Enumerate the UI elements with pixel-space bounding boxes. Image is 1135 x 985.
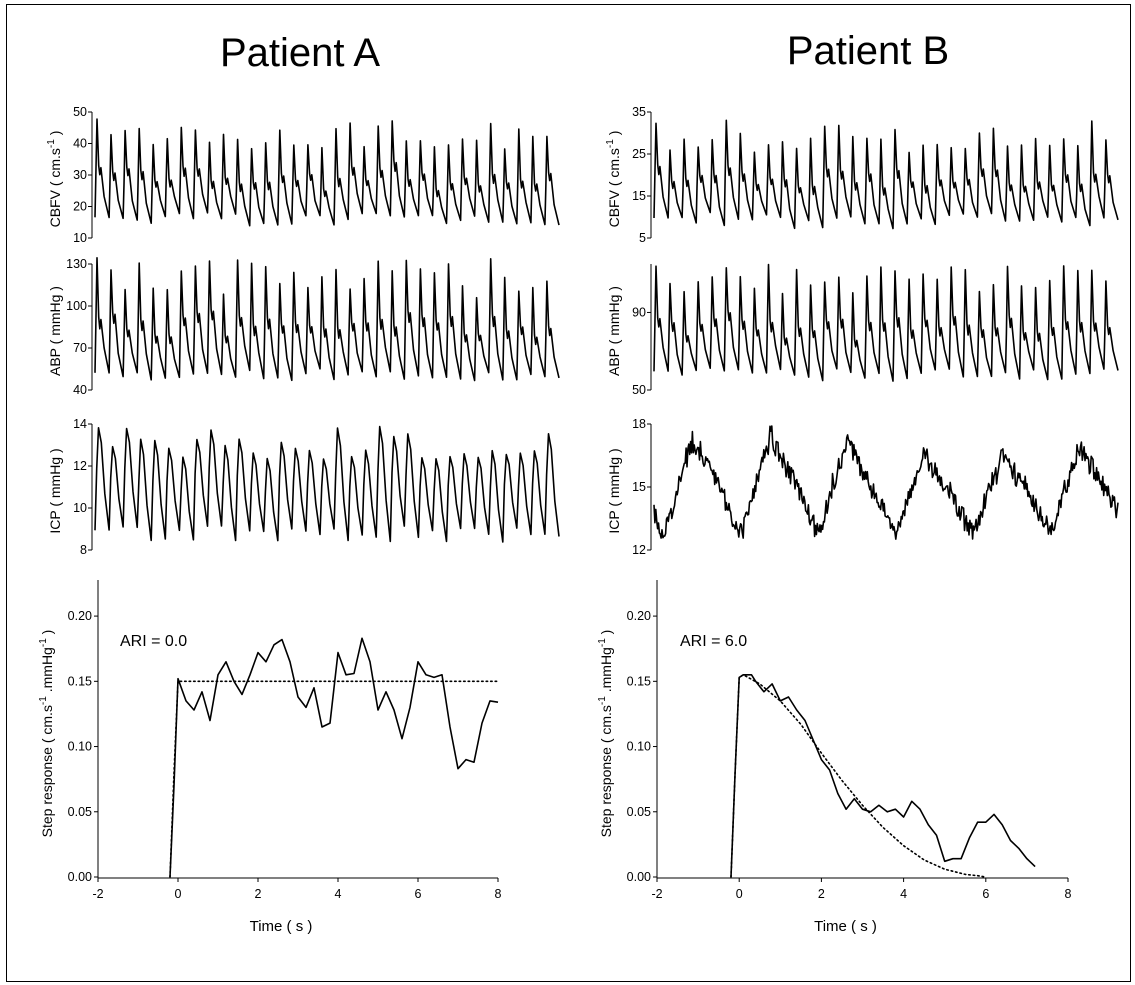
b-step-y-tick-label: 0.15	[627, 674, 651, 688]
b-step-response-line	[730, 674, 1036, 878]
b-icp-y-tick-label: 12	[632, 543, 646, 557]
b-step-x-label: Time ( s )	[814, 918, 877, 935]
a-abp-y-tick-label: 130	[66, 257, 87, 271]
a-step-y-label-part: .mmHg	[39, 647, 55, 692]
b-abp-y-label: ABP ( mmHg )	[606, 286, 622, 376]
patient-a-title: Patient A	[220, 31, 380, 75]
b-step-y-tick-label: 0.20	[627, 609, 651, 623]
b-step-y-label: Step response ( cm.s-1 .mmHg-1 )	[597, 630, 614, 838]
a-abp-y-label-part: ABP ( mmHg )	[47, 286, 63, 376]
b-step-y-label-part: )	[598, 630, 614, 635]
a-cbfv-y-tick-label: 40	[73, 137, 87, 151]
a-step-x-label: Time ( s )	[250, 918, 313, 935]
b-abp-y-tick-label: 90	[632, 305, 646, 319]
a-abp-y-tick-label: 100	[66, 299, 87, 313]
b-cbfv-y-tick-label: 5	[639, 231, 646, 245]
b-abp-panel: 50 90 ABP ( mmHg )	[606, 263, 1119, 397]
b-icp-waveform-line	[653, 425, 1119, 540]
a-icp-y-label: ICP ( mmHg )	[47, 448, 63, 533]
a-abp-waveform-line	[94, 257, 560, 382]
a-step-response-line	[169, 637, 499, 878]
b-abp-waveform-line	[653, 263, 1119, 382]
a-cbfv-y-tick-label: 20	[73, 200, 87, 214]
a-step-y-tick-label: 0.05	[68, 805, 92, 819]
a-step-x-tick-label: 0	[175, 887, 182, 901]
b-cbfv-y-label: CBFV ( cm.s-1 )	[605, 131, 622, 228]
a-abp-panel: 40 70 100 130 ABP ( mmHg )	[47, 257, 560, 397]
a-cbfv-y-label-superscript: -1	[46, 139, 57, 148]
a-step-x-tick-label: 2	[255, 887, 262, 901]
a-step-y-tick-label: 0.10	[68, 740, 92, 754]
b-step-x-tick-label: 8	[1065, 887, 1072, 901]
b-cbfv-y-label-part: )	[606, 131, 622, 136]
a-icp-panel: 8 10 12 14 ICP ( mmHg )	[47, 417, 560, 557]
b-step-x-tick-label: -2	[651, 887, 662, 901]
a-cbfv-y-label-part: )	[47, 131, 63, 136]
b-icp-y-tick-label: 15	[632, 480, 646, 494]
figure-frame	[6, 4, 1131, 982]
a-abp-y-tick-label: 40	[73, 383, 87, 397]
b-abp-y-tick-label: 50	[632, 383, 646, 397]
b-icp-y-label: ICP ( mmHg )	[606, 448, 622, 533]
b-step-y-label-superscript: -1	[597, 696, 608, 705]
b-step-x-tick-label: 0	[736, 887, 743, 901]
a-cbfv-panel: 10 20 30 40 50 CBFV ( cm.s-1 )	[46, 105, 560, 245]
b-icp-y-tick-label: 18	[632, 417, 646, 431]
a-abp-y-tick-label: 70	[73, 341, 87, 355]
a-cbfv-y-label-part: CBFV ( cm.s	[47, 148, 63, 227]
b-step-x-tick-label: 4	[900, 887, 907, 901]
a-cbfv-y-label: CBFV ( cm.s-1 )	[46, 131, 63, 228]
b-step-y-tick-label: 0.10	[627, 740, 651, 754]
b-step-x-tick-label: 2	[818, 887, 825, 901]
b-cbfv-y-label-superscript: -1	[605, 139, 616, 148]
a-step-y-tick-label: 0.15	[68, 674, 92, 688]
b-cbfv-panel: 5 15 25 35 CBFV ( cm.s-1 )	[605, 105, 1119, 245]
a-icp-waveform-line	[94, 425, 560, 543]
a-step-y-label: Step response ( cm.s-1 .mmHg-1 )	[38, 630, 55, 838]
a-step-x-tick-label: -2	[92, 887, 103, 901]
a-cbfv-waveform-line	[94, 118, 560, 227]
a-step-y-label-superscript: -1	[38, 696, 49, 705]
a-icp-y-tick-label: 14	[73, 417, 87, 431]
b-step-y-label-part: Step response ( cm.s	[598, 705, 614, 837]
a-step-y-label-part: )	[39, 630, 55, 635]
a-icp-y-tick-label: 12	[73, 459, 87, 473]
b-step-y-label-part: .mmHg	[598, 647, 614, 692]
a-step-model-line	[169, 680, 499, 878]
a-step-y-label-superscript: -1	[38, 638, 49, 647]
b-abp-y-label-part: ABP ( mmHg )	[606, 286, 622, 376]
b-step-y-tick-label: 0.05	[627, 805, 651, 819]
a-step-y-label-part: Step response ( cm.s	[39, 705, 55, 837]
b-cbfv-y-tick-label: 35	[632, 105, 646, 119]
patient-b-title: Patient B	[787, 29, 949, 73]
b-cbfv-y-tick-label: 25	[632, 147, 646, 161]
b-step-panel: 0.00 0.05 0.10 0.15 0.20 -2 0 2 4 6 8 Time ( s ) Ste…	[597, 580, 1072, 935]
b-icp-y-label-part: ICP ( mmHg )	[606, 448, 622, 533]
a-step-x-tick-label: 8	[495, 887, 502, 901]
a-icp-y-label-part: ICP ( mmHg )	[47, 448, 63, 533]
b-step-x-tick-label: 6	[982, 887, 989, 901]
a-abp-y-label: ABP ( mmHg )	[47, 286, 63, 376]
b-cbfv-y-label-part: CBFV ( cm.s	[606, 148, 622, 227]
b-cbfv-waveform-line	[653, 119, 1119, 230]
a-step-y-tick-label: 0.20	[68, 609, 92, 623]
a-step-ari-annotation: ARI = 0.0	[120, 633, 187, 650]
a-cbfv-y-tick-label: 30	[73, 168, 87, 182]
b-step-y-label-superscript: -1	[597, 638, 608, 647]
b-cbfv-y-tick-label: 15	[632, 189, 646, 203]
b-icp-panel: 12 15 18 ICP ( mmHg )	[606, 417, 1119, 557]
b-step-ari-annotation: ARI = 6.0	[680, 633, 747, 650]
a-icp-y-tick-label: 8	[80, 543, 87, 557]
a-icp-y-tick-label: 10	[73, 501, 87, 515]
a-step-panel: 0.00 0.05 0.10 0.15 0.20 -2 0 2 4 6 8 Time ( s ) Ste…	[38, 580, 502, 935]
a-step-x-tick-label: 4	[335, 887, 342, 901]
a-step-x-tick-label: 6	[415, 887, 422, 901]
a-step-y-tick-label: 0.00	[68, 870, 92, 884]
a-cbfv-y-tick-label: 50	[73, 105, 87, 119]
b-step-model-line	[730, 674, 987, 878]
a-cbfv-y-tick-label: 10	[73, 231, 87, 245]
b-step-y-tick-label: 0.00	[627, 870, 651, 884]
